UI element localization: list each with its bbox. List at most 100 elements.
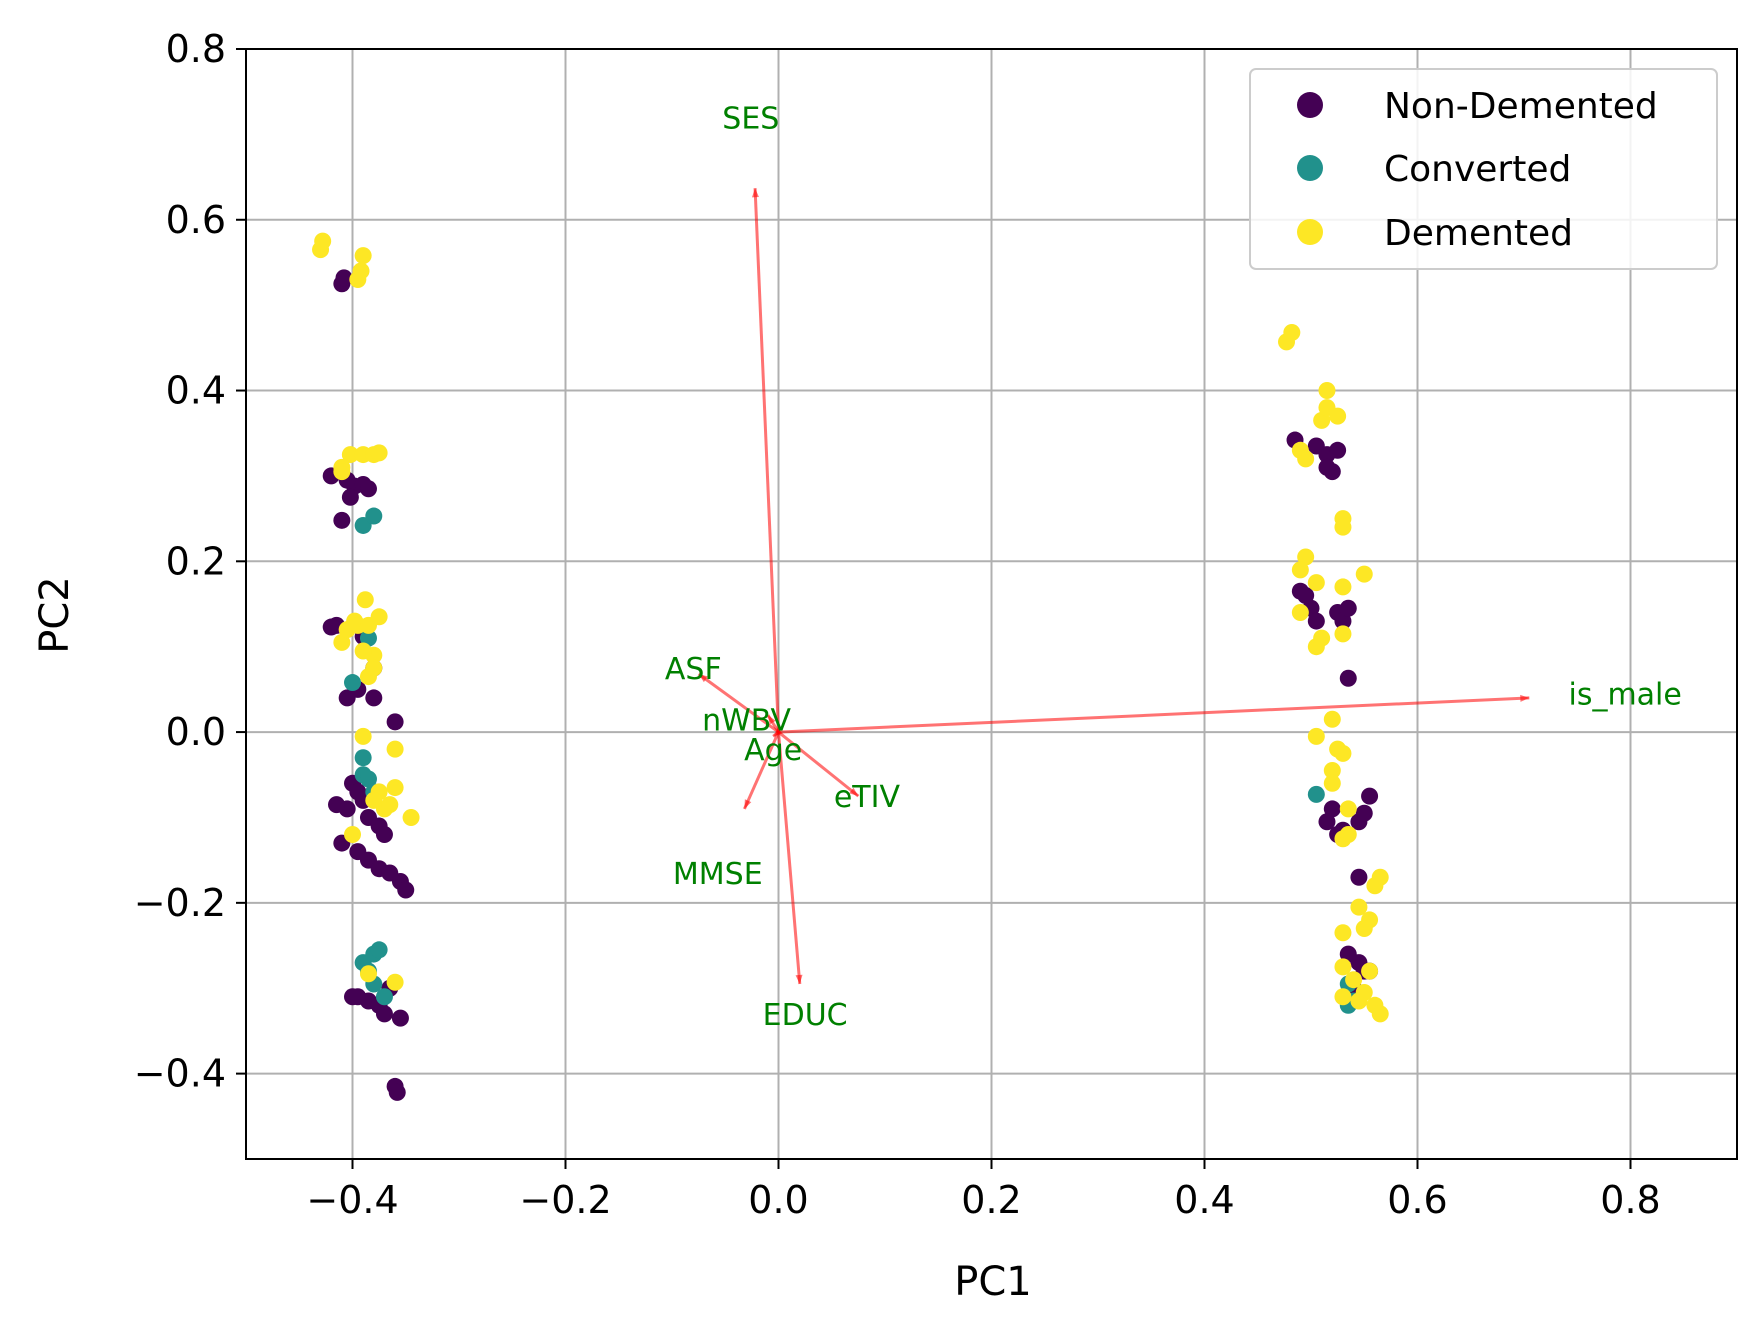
vector-label-nwbv: nWBV — [702, 703, 791, 738]
vector-label-etiv: eTIV — [834, 780, 901, 815]
data-point-demented — [356, 591, 374, 609]
data-point-non-demented — [333, 511, 351, 529]
data-point-demented — [333, 633, 351, 651]
data-point-converted — [354, 749, 372, 767]
data-point-non-demented — [1307, 612, 1325, 630]
data-point-demented — [386, 973, 404, 991]
data-point-demented — [370, 608, 388, 626]
data-point-non-demented — [344, 988, 361, 1006]
data-point-non-demented — [1334, 612, 1352, 630]
data-point-demented — [341, 446, 359, 464]
legend-label-non-demented: Non-Demented — [1384, 86, 1658, 127]
data-point-demented — [354, 727, 372, 745]
data-point-demented — [1283, 323, 1301, 341]
data-point-demented — [1313, 629, 1331, 647]
data-point-demented — [365, 659, 383, 677]
vector-arrowhead-mmse — [744, 799, 752, 809]
y-tick-label: 0.4 — [166, 369, 226, 413]
data-point-demented — [370, 444, 388, 462]
data-point-demented — [1313, 411, 1331, 429]
data-point-demented — [1361, 962, 1379, 980]
data-point-non-demented — [1355, 804, 1373, 822]
data-point-converted — [375, 988, 393, 1006]
data-point-non-demented — [1318, 458, 1336, 476]
data-point-converted — [359, 629, 377, 647]
data-point-demented — [1339, 826, 1357, 844]
data-point-demented — [402, 808, 420, 826]
vector-label-asf: ASF — [665, 652, 722, 687]
data-point-demented — [354, 642, 372, 660]
data-point-demented — [1334, 578, 1352, 596]
vector-label-mmse: MMSE — [673, 857, 763, 892]
vector-asf — [697, 672, 780, 734]
data-point-non-demented — [391, 1009, 409, 1027]
data-point-non-demented — [1297, 586, 1315, 604]
data-point-demented — [1291, 604, 1309, 622]
data-point-demented — [386, 779, 404, 797]
y-tick-label: 0.0 — [166, 710, 226, 754]
data-point-demented — [1323, 762, 1341, 779]
legend-label-converted: Converted — [1384, 149, 1571, 190]
y-tick-label: 0.2 — [166, 539, 226, 583]
data-point-non-demented — [1318, 813, 1336, 831]
data-point-demented — [1355, 565, 1373, 583]
data-point-demented — [1366, 877, 1384, 895]
data-point-demented — [359, 965, 377, 983]
data-point-demented — [1334, 958, 1352, 976]
data-point-non-demented — [386, 713, 404, 731]
data-point-demented — [314, 232, 332, 250]
data-point-demented — [1355, 919, 1373, 937]
axis-ticks: −0.4 −0.2 0.0 0.2 0.4 0.6 0.8 −0.4 −0.2 0.0 0.2 0.4… — [134, 27, 1661, 1222]
vector-ses — [753, 188, 780, 733]
data-point-demented — [1334, 744, 1352, 762]
data-point-demented — [1291, 561, 1309, 579]
vector-arrowhead-is-male — [1520, 694, 1530, 702]
y-tick-label: 0.8 — [166, 27, 226, 71]
data-point-converted — [365, 507, 383, 525]
data-point-demented — [1334, 625, 1352, 643]
data-point-demented — [1334, 924, 1352, 942]
vector-educ — [777, 731, 802, 985]
scatter-points — [312, 232, 1389, 1101]
data-point-non-demented — [1329, 441, 1347, 459]
data-point-demented — [1323, 710, 1341, 728]
data-point-demented — [1371, 1005, 1389, 1023]
legend-label-demented: Demented — [1384, 213, 1573, 254]
vector-arrowhead-etiv — [849, 787, 859, 797]
legend-marker-demented — [1297, 219, 1323, 245]
data-point-non-demented — [1350, 868, 1368, 886]
y-tick-label: −0.2 — [134, 881, 226, 925]
x-tick-label: 0.0 — [748, 1178, 808, 1222]
data-point-demented — [1307, 727, 1325, 745]
vector-mmse — [743, 731, 780, 810]
data-point-non-demented — [1339, 599, 1357, 617]
data-point-demented — [1297, 450, 1315, 468]
x-tick-label: −0.4 — [306, 1178, 398, 1222]
vector-label-is-male: is_male — [1568, 678, 1681, 713]
data-point-demented — [354, 247, 372, 265]
data-point-non-demented — [365, 689, 383, 707]
data-point-non-demented — [359, 480, 377, 498]
x-tick-label: 0.8 — [1600, 1178, 1660, 1222]
vector-arrowhead-nwbv — [767, 715, 776, 725]
y-tick-label: −0.4 — [134, 1052, 226, 1096]
data-point-demented — [1307, 574, 1325, 592]
x-tick-label: −0.2 — [519, 1178, 611, 1222]
x-tick-label: 0.6 — [1387, 1178, 1447, 1222]
data-point-converted — [370, 941, 388, 959]
data-point-demented — [381, 796, 399, 814]
data-point-demented — [1323, 774, 1341, 792]
data-point-converted — [359, 770, 377, 788]
vector-label-educ: EDUC — [763, 998, 848, 1033]
data-point-demented — [1345, 971, 1363, 989]
data-point-demented — [333, 463, 351, 481]
legend: Non-Demented Converted Demented — [1249, 68, 1718, 270]
x-axis-label: PC1 — [954, 1259, 1032, 1305]
data-point-converted — [1307, 785, 1325, 803]
data-point-converted — [344, 674, 361, 692]
vector-label-age: Age — [744, 733, 802, 768]
data-point-demented — [365, 791, 383, 809]
loading-vectors — [697, 188, 1530, 985]
